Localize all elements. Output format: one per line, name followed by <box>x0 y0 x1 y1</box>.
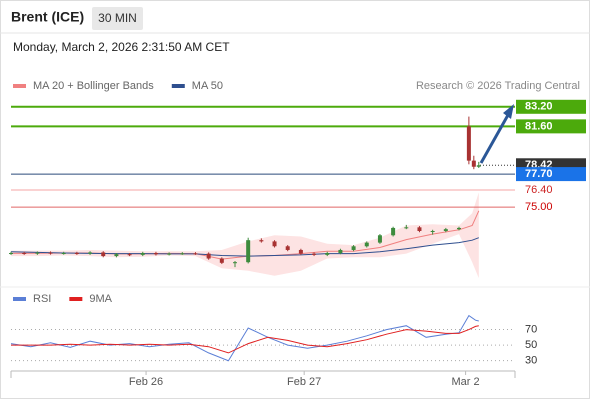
plot: MA 20 + Bollinger Bands MA 5083.2081.6078… <box>9 80 586 388</box>
candle-body <box>285 246 290 250</box>
candle-body <box>430 230 435 232</box>
candle-body <box>22 253 27 255</box>
level-label: 75.00 <box>525 201 553 213</box>
candle-body <box>61 253 66 255</box>
candle-body <box>206 253 211 259</box>
candle-body <box>167 253 172 255</box>
candle-body <box>471 160 476 167</box>
instrument-title: Brent (ICE) <box>11 9 84 25</box>
legend-label: 9MA <box>89 293 112 305</box>
annotation: Research © 2026 Trading Central <box>416 80 580 92</box>
candle-body <box>404 227 409 229</box>
candle-body <box>246 240 251 263</box>
interval: 30 MIN <box>98 11 137 25</box>
y-tick-label: 50 <box>525 339 537 351</box>
legend-label: RSI <box>33 293 51 305</box>
level-label-box <box>516 99 586 114</box>
interval-badge <box>92 7 143 30</box>
candle-body <box>127 254 132 256</box>
candle-body <box>180 253 185 255</box>
candle-body <box>351 246 356 250</box>
candle-body <box>9 253 13 255</box>
level-label: 83.20 <box>525 101 553 113</box>
level-label: 76.40 <box>525 184 553 196</box>
candle-body <box>325 253 330 255</box>
y-tick-label: 70 <box>525 323 537 335</box>
candle-body <box>48 252 53 254</box>
candle-body <box>457 227 461 230</box>
forecast-arrow <box>479 114 510 164</box>
candle-body <box>259 240 264 242</box>
timestamp: Monday, March 2, 2026 2:31:50 AM CET <box>13 40 230 54</box>
candle-body <box>88 252 93 254</box>
candle-body <box>476 165 481 167</box>
level-label-box <box>516 119 586 134</box>
bollinger-band <box>11 192 479 279</box>
level-label-box <box>516 167 586 182</box>
candle-body <box>417 227 422 231</box>
legend-label: MA 50 <box>192 80 223 92</box>
level-label: 81.60 <box>525 120 553 132</box>
candle-body <box>312 253 317 255</box>
candle-body <box>153 253 158 255</box>
y-tick-label: 30 <box>525 355 537 367</box>
candle-body <box>377 235 382 243</box>
candle-body <box>364 242 369 247</box>
candle-body <box>272 241 277 247</box>
candle-body <box>219 258 224 263</box>
ma-line <box>10 237 479 257</box>
x-tick-label: Feb 27 <box>287 376 321 388</box>
candle-body <box>101 252 106 257</box>
legend-label: MA 20 + Bollinger Bands <box>33 80 154 92</box>
candle-body <box>298 249 303 254</box>
candle-body <box>466 126 471 161</box>
candle-body <box>193 253 198 255</box>
candle-body <box>114 254 119 257</box>
candle-body <box>74 253 79 255</box>
candle-body <box>35 252 40 254</box>
x-tick-label: Mar 2 <box>452 376 480 388</box>
candle-body <box>338 249 343 254</box>
candle-body <box>140 253 145 255</box>
rsi-line <box>11 325 479 354</box>
candle-body <box>391 227 396 236</box>
x-tick-label: Feb 26 <box>129 376 163 388</box>
candle-body <box>233 262 237 264</box>
rsi-line <box>10 314 479 362</box>
candle-body <box>443 229 448 231</box>
level-label: 77.70 <box>525 168 553 180</box>
forecast-arrowhead <box>503 104 514 119</box>
